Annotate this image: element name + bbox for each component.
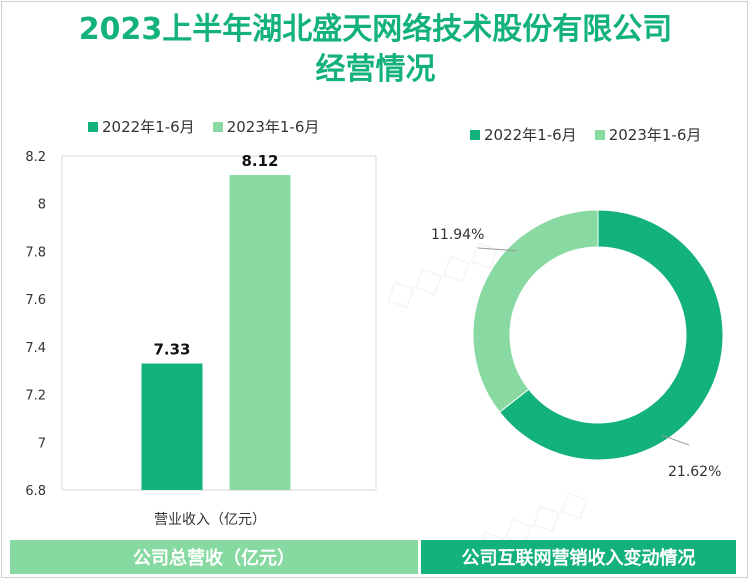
donut-legend-swatch-2023 (594, 129, 605, 140)
donut-legend-label-2022: 2022年1-6月 (484, 126, 577, 144)
title-line-2: 经营情况 (315, 52, 436, 87)
donut-chart-caption: 公司互联网营销收入变动情况 (421, 540, 736, 574)
donut-legend-item-2023: 2023年1-6月 (594, 124, 702, 145)
bar-2023 (229, 175, 291, 491)
title-line-1: 2023上半年湖北盛天网络技术股份有限公司 (78, 12, 673, 47)
y-tick-label: 7.8 (25, 245, 46, 260)
bar-y-ticks: 8.2 8 7.8 7.6 7.4 7.2 7 6.8 (25, 150, 46, 499)
bar-legend: 2022年1-6月 2023年1-6月 (88, 116, 337, 137)
donut-legend: 2022年1-6月 2023年1-6月 (470, 124, 719, 145)
legend-swatch-2022 (88, 121, 98, 132)
y-tick-label: 7.2 (25, 389, 46, 404)
y-tick-label: 7 (38, 436, 46, 451)
bar-chart-caption: 公司总营收（亿元） (10, 540, 418, 574)
bar-marks: 7.33 8.12 (141, 152, 291, 491)
page-title: 2023上半年湖北盛天网络技术股份有限公司 经营情况 (0, 10, 751, 90)
legend-item-2023: 2023年1-6月 (212, 116, 320, 137)
y-tick-label: 7.6 (25, 293, 46, 308)
bar-gridlines (61, 155, 377, 491)
donut-legend-swatch-2022 (470, 129, 480, 140)
bar-x-label: 营业收入（亿元） (154, 512, 266, 528)
y-tick-label: 6.8 (25, 484, 46, 499)
donut-legend-label-2023: 2023年1-6月 (608, 126, 702, 144)
donut-legend-item-2022: 2022年1-6月 (470, 124, 577, 145)
legend-item-2022: 2022年1-6月 (88, 116, 195, 137)
legend-label-2022: 2022年1-6月 (102, 118, 195, 136)
y-tick-label: 8 (38, 198, 46, 213)
y-tick-label: 8.2 (25, 150, 46, 165)
bar-2022 (141, 363, 203, 490)
legend-swatch-2023 (212, 121, 223, 132)
y-tick-label: 7.4 (25, 341, 46, 356)
legend-label-2023: 2023年1-6月 (226, 118, 320, 136)
bar-data-label: 7.33 (153, 341, 190, 359)
bar-data-label: 8.12 (241, 152, 278, 170)
